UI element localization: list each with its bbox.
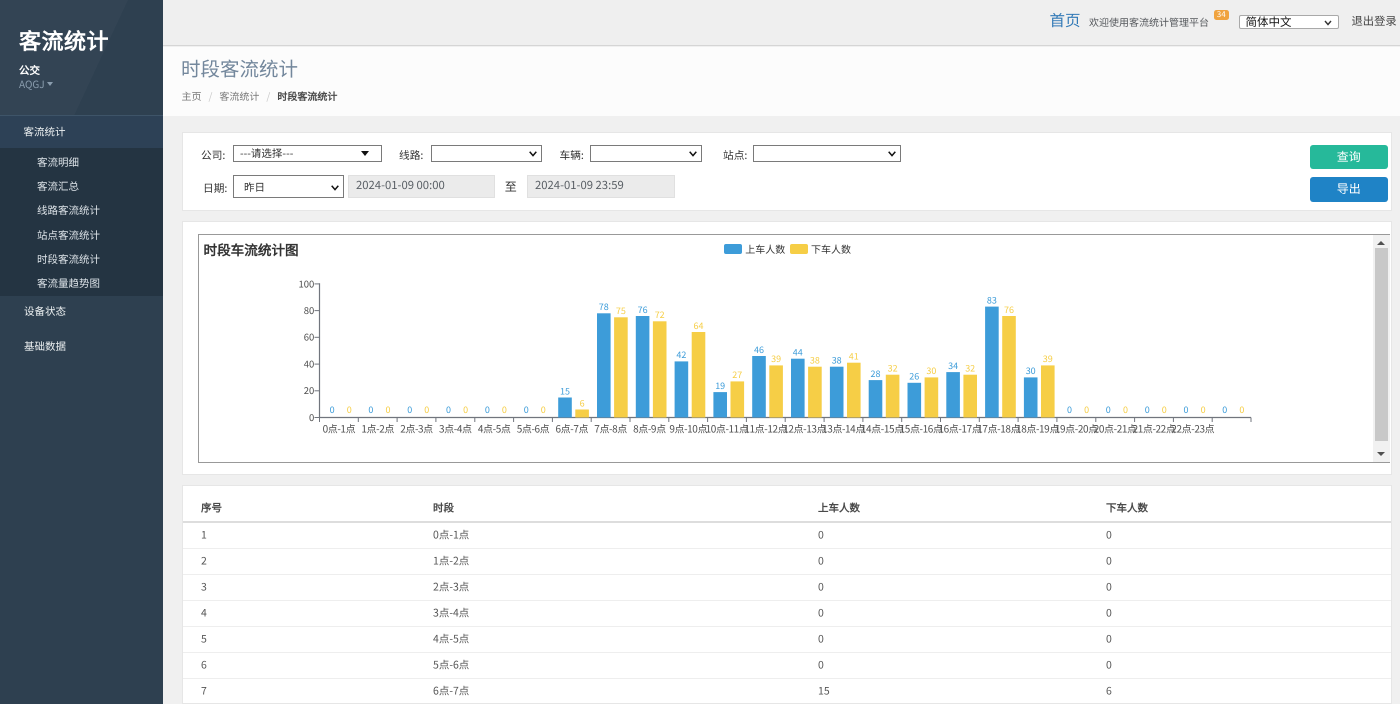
svg-text:0: 0: [1239, 403, 1244, 416]
svg-text:0: 0: [424, 403, 429, 416]
svg-text:0: 0: [463, 403, 468, 416]
svg-text:0: 0: [309, 410, 314, 424]
svg-text:38: 38: [810, 354, 820, 367]
svg-text:2点-3点: 2点-3点: [400, 421, 433, 436]
svg-text:34: 34: [948, 359, 958, 372]
svg-text:39: 39: [771, 352, 781, 365]
svg-text:15: 15: [560, 384, 570, 397]
svg-text:0: 0: [1162, 403, 1167, 416]
svg-text:0: 0: [1145, 403, 1150, 416]
svg-text:0: 0: [502, 403, 507, 416]
svg-text:9点-10点: 9点-10点: [669, 421, 707, 436]
svg-text:76: 76: [638, 303, 648, 316]
svg-text:6: 6: [580, 396, 585, 409]
svg-text:18点-19点: 18点-19点: [1016, 421, 1059, 436]
svg-text:0: 0: [407, 403, 412, 416]
svg-text:0: 0: [485, 403, 490, 416]
svg-text:0: 0: [386, 403, 391, 416]
svg-text:0: 0: [541, 403, 546, 416]
svg-text:44: 44: [793, 346, 803, 359]
svg-text:72: 72: [655, 308, 665, 321]
svg-text:32: 32: [888, 362, 898, 375]
svg-text:0点-1点: 0点-1点: [323, 421, 356, 436]
svg-text:64: 64: [694, 319, 704, 332]
svg-text:32: 32: [965, 362, 975, 375]
svg-text:10点-11点: 10点-11点: [706, 421, 749, 436]
svg-text:0: 0: [1106, 403, 1111, 416]
svg-text:76: 76: [1004, 303, 1014, 316]
svg-text:6点-7点: 6点-7点: [556, 421, 589, 436]
svg-text:0: 0: [446, 403, 451, 416]
svg-text:14点-15点: 14点-15点: [861, 421, 904, 436]
svg-text:42: 42: [676, 348, 686, 361]
svg-text:0: 0: [1184, 403, 1189, 416]
svg-text:0: 0: [1067, 403, 1072, 416]
svg-text:0: 0: [1201, 403, 1206, 416]
svg-text:39: 39: [1043, 352, 1053, 365]
svg-text:21点-22点: 21点-22点: [1133, 421, 1176, 436]
svg-text:16点-17点: 16点-17点: [938, 421, 981, 436]
svg-text:26: 26: [909, 370, 919, 383]
svg-text:30: 30: [1026, 364, 1036, 377]
svg-text:15点-16点: 15点-16点: [900, 421, 943, 436]
svg-text:5点-6点: 5点-6点: [517, 421, 550, 436]
svg-text:0: 0: [524, 403, 529, 416]
svg-text:19点-20点: 19点-20点: [1055, 421, 1098, 436]
svg-text:3点-4点: 3点-4点: [439, 421, 472, 436]
svg-text:13点-14点: 13点-14点: [822, 421, 865, 436]
svg-text:80: 80: [304, 303, 315, 317]
svg-text:20: 20: [304, 383, 315, 397]
svg-text:0: 0: [368, 403, 373, 416]
svg-text:12点-13点: 12点-13点: [783, 421, 826, 436]
svg-text:75: 75: [616, 304, 626, 317]
svg-text:0: 0: [1222, 403, 1227, 416]
svg-text:27: 27: [732, 368, 742, 381]
svg-text:20点-21点: 20点-21点: [1094, 421, 1137, 436]
svg-text:28: 28: [871, 367, 881, 380]
svg-text:41: 41: [849, 350, 859, 363]
svg-text:38: 38: [832, 354, 842, 367]
svg-text:78: 78: [599, 300, 609, 313]
svg-text:40: 40: [304, 357, 315, 371]
svg-text:0: 0: [330, 403, 335, 416]
svg-text:8点-9点: 8点-9点: [633, 421, 666, 436]
svg-text:19: 19: [715, 379, 725, 392]
svg-text:0: 0: [347, 403, 352, 416]
svg-text:60: 60: [304, 330, 315, 344]
svg-text:100: 100: [298, 276, 314, 290]
svg-text:4点-5点: 4点-5点: [478, 421, 511, 436]
svg-text:17点-18点: 17点-18点: [977, 421, 1020, 436]
svg-text:0: 0: [1084, 403, 1089, 416]
svg-text:11点-12点: 11点-12点: [744, 421, 787, 436]
svg-text:7点-8点: 7点-8点: [594, 421, 627, 436]
svg-text:46: 46: [754, 343, 764, 356]
svg-text:22点-23点: 22点-23点: [1171, 421, 1214, 436]
svg-text:83: 83: [987, 293, 997, 306]
svg-text:30: 30: [926, 364, 936, 377]
svg-text:1点-2点: 1点-2点: [361, 421, 394, 436]
svg-text:0: 0: [1123, 403, 1128, 416]
